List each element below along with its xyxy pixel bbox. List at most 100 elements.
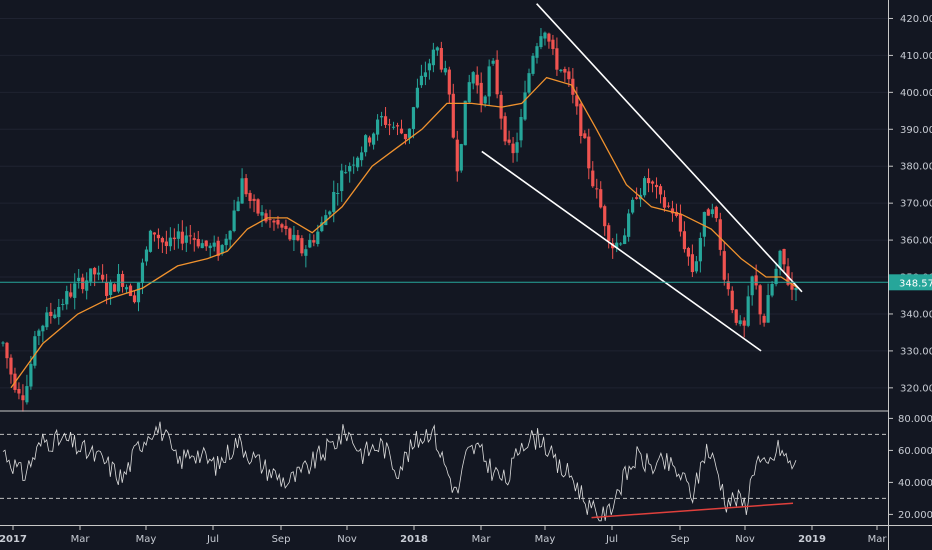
candle-body bbox=[168, 237, 172, 247]
price-tick-label: 320.00 bbox=[900, 383, 932, 394]
candle-body bbox=[527, 73, 531, 93]
candle-body bbox=[272, 220, 276, 223]
candle-body bbox=[459, 144, 463, 171]
candle-body bbox=[252, 198, 256, 201]
price-tick-label: 330.00 bbox=[900, 346, 932, 357]
candle-body bbox=[519, 116, 523, 141]
candle-body bbox=[603, 206, 607, 227]
candle-body bbox=[738, 320, 742, 325]
candle-body bbox=[770, 283, 774, 296]
candle-body bbox=[726, 281, 730, 290]
candle-body bbox=[587, 136, 591, 169]
candle-body bbox=[312, 240, 316, 243]
candle-body bbox=[128, 285, 133, 297]
candle-body bbox=[559, 69, 563, 72]
time-tick-label: Sep bbox=[671, 534, 690, 545]
candle-body bbox=[690, 254, 694, 273]
candle-body bbox=[666, 205, 671, 207]
candle-body bbox=[328, 211, 332, 215]
candle-body bbox=[794, 287, 798, 291]
time-axis[interactable]: 2017 Mar May Jul Sep Nov 2018 Mar May Jul Sep Nov 20… bbox=[0, 525, 887, 545]
moving-average-line bbox=[10, 76, 799, 389]
candle-body bbox=[188, 235, 192, 237]
candle-body bbox=[101, 274, 105, 280]
candle-body bbox=[144, 249, 149, 262]
candle-body bbox=[41, 325, 45, 332]
candle-body bbox=[332, 191, 336, 212]
candle-body bbox=[567, 71, 571, 80]
candle-body bbox=[471, 72, 475, 84]
candle-body bbox=[132, 295, 137, 303]
trendline-upper[interactable] bbox=[536, 3, 803, 293]
candle-body bbox=[670, 208, 675, 214]
candle-body bbox=[45, 312, 49, 328]
candle-body bbox=[53, 314, 57, 319]
candle-body bbox=[455, 139, 459, 172]
candle-body bbox=[200, 243, 204, 249]
candle-body bbox=[431, 49, 435, 66]
candle-body bbox=[714, 206, 718, 219]
rsi-line bbox=[2, 421, 797, 522]
rsi-axis[interactable]: 80.0000 60.0000 40.0000 20.0000 bbox=[888, 414, 932, 521]
candle-body bbox=[25, 386, 29, 403]
candle-body bbox=[415, 87, 420, 108]
candle-body bbox=[77, 277, 81, 282]
last-price-badge bbox=[889, 274, 932, 291]
candle-body bbox=[411, 107, 416, 129]
candle-body bbox=[240, 178, 244, 204]
candle-body bbox=[164, 241, 168, 247]
time-tick-label: 2018 bbox=[400, 534, 428, 545]
candle-body bbox=[29, 363, 33, 387]
candle-body bbox=[662, 197, 667, 208]
candle-body bbox=[368, 137, 372, 143]
candle-body bbox=[694, 261, 698, 272]
candle-body bbox=[276, 219, 280, 225]
candle-body bbox=[607, 225, 611, 242]
candle-body bbox=[148, 230, 153, 252]
candle-body bbox=[136, 282, 141, 303]
time-tick-label: May bbox=[535, 534, 556, 545]
candle-body bbox=[507, 139, 511, 143]
time-tick-label: Jul bbox=[206, 534, 219, 545]
candle-body bbox=[591, 170, 595, 187]
candle-body bbox=[646, 178, 651, 184]
candle-body bbox=[212, 242, 216, 247]
candle-body bbox=[344, 172, 348, 174]
candle-body bbox=[5, 342, 9, 359]
candle-body bbox=[654, 184, 659, 188]
candle-body bbox=[531, 55, 535, 74]
candle-body bbox=[228, 230, 232, 240]
candle-body bbox=[631, 199, 635, 213]
candle-body bbox=[140, 262, 145, 284]
price-tick-label: 380.00 bbox=[900, 162, 932, 173]
candle-body bbox=[37, 330, 41, 336]
rsi-divergence-line[interactable] bbox=[591, 502, 794, 519]
candle-body bbox=[475, 74, 479, 86]
candle-body bbox=[575, 95, 579, 107]
candle-body bbox=[208, 245, 212, 249]
candle-body bbox=[371, 133, 376, 145]
candle-body bbox=[619, 243, 623, 245]
candle-body bbox=[85, 280, 89, 291]
candle-body bbox=[308, 239, 312, 248]
time-tick-label: Jul bbox=[605, 534, 618, 545]
candle-body bbox=[710, 209, 714, 215]
candle-body bbox=[678, 213, 683, 232]
candle-body bbox=[790, 283, 794, 290]
candle-body bbox=[762, 315, 766, 323]
trendline-lower[interactable] bbox=[481, 150, 762, 352]
candle-body bbox=[674, 211, 679, 216]
candle-body bbox=[503, 116, 507, 142]
rsi-tick-label: 40.0000 bbox=[898, 478, 932, 489]
candle-body bbox=[635, 197, 639, 199]
grid-layer bbox=[0, 17, 888, 389]
candle-body bbox=[120, 274, 125, 287]
candle-body bbox=[523, 92, 527, 120]
candle-body bbox=[463, 100, 467, 146]
price-tick-label: 400.00 bbox=[900, 88, 932, 99]
candle-body bbox=[232, 210, 236, 232]
candle-body bbox=[734, 309, 738, 323]
candle-body bbox=[495, 59, 499, 95]
candle-body bbox=[439, 48, 443, 70]
candle-body bbox=[491, 60, 495, 64]
